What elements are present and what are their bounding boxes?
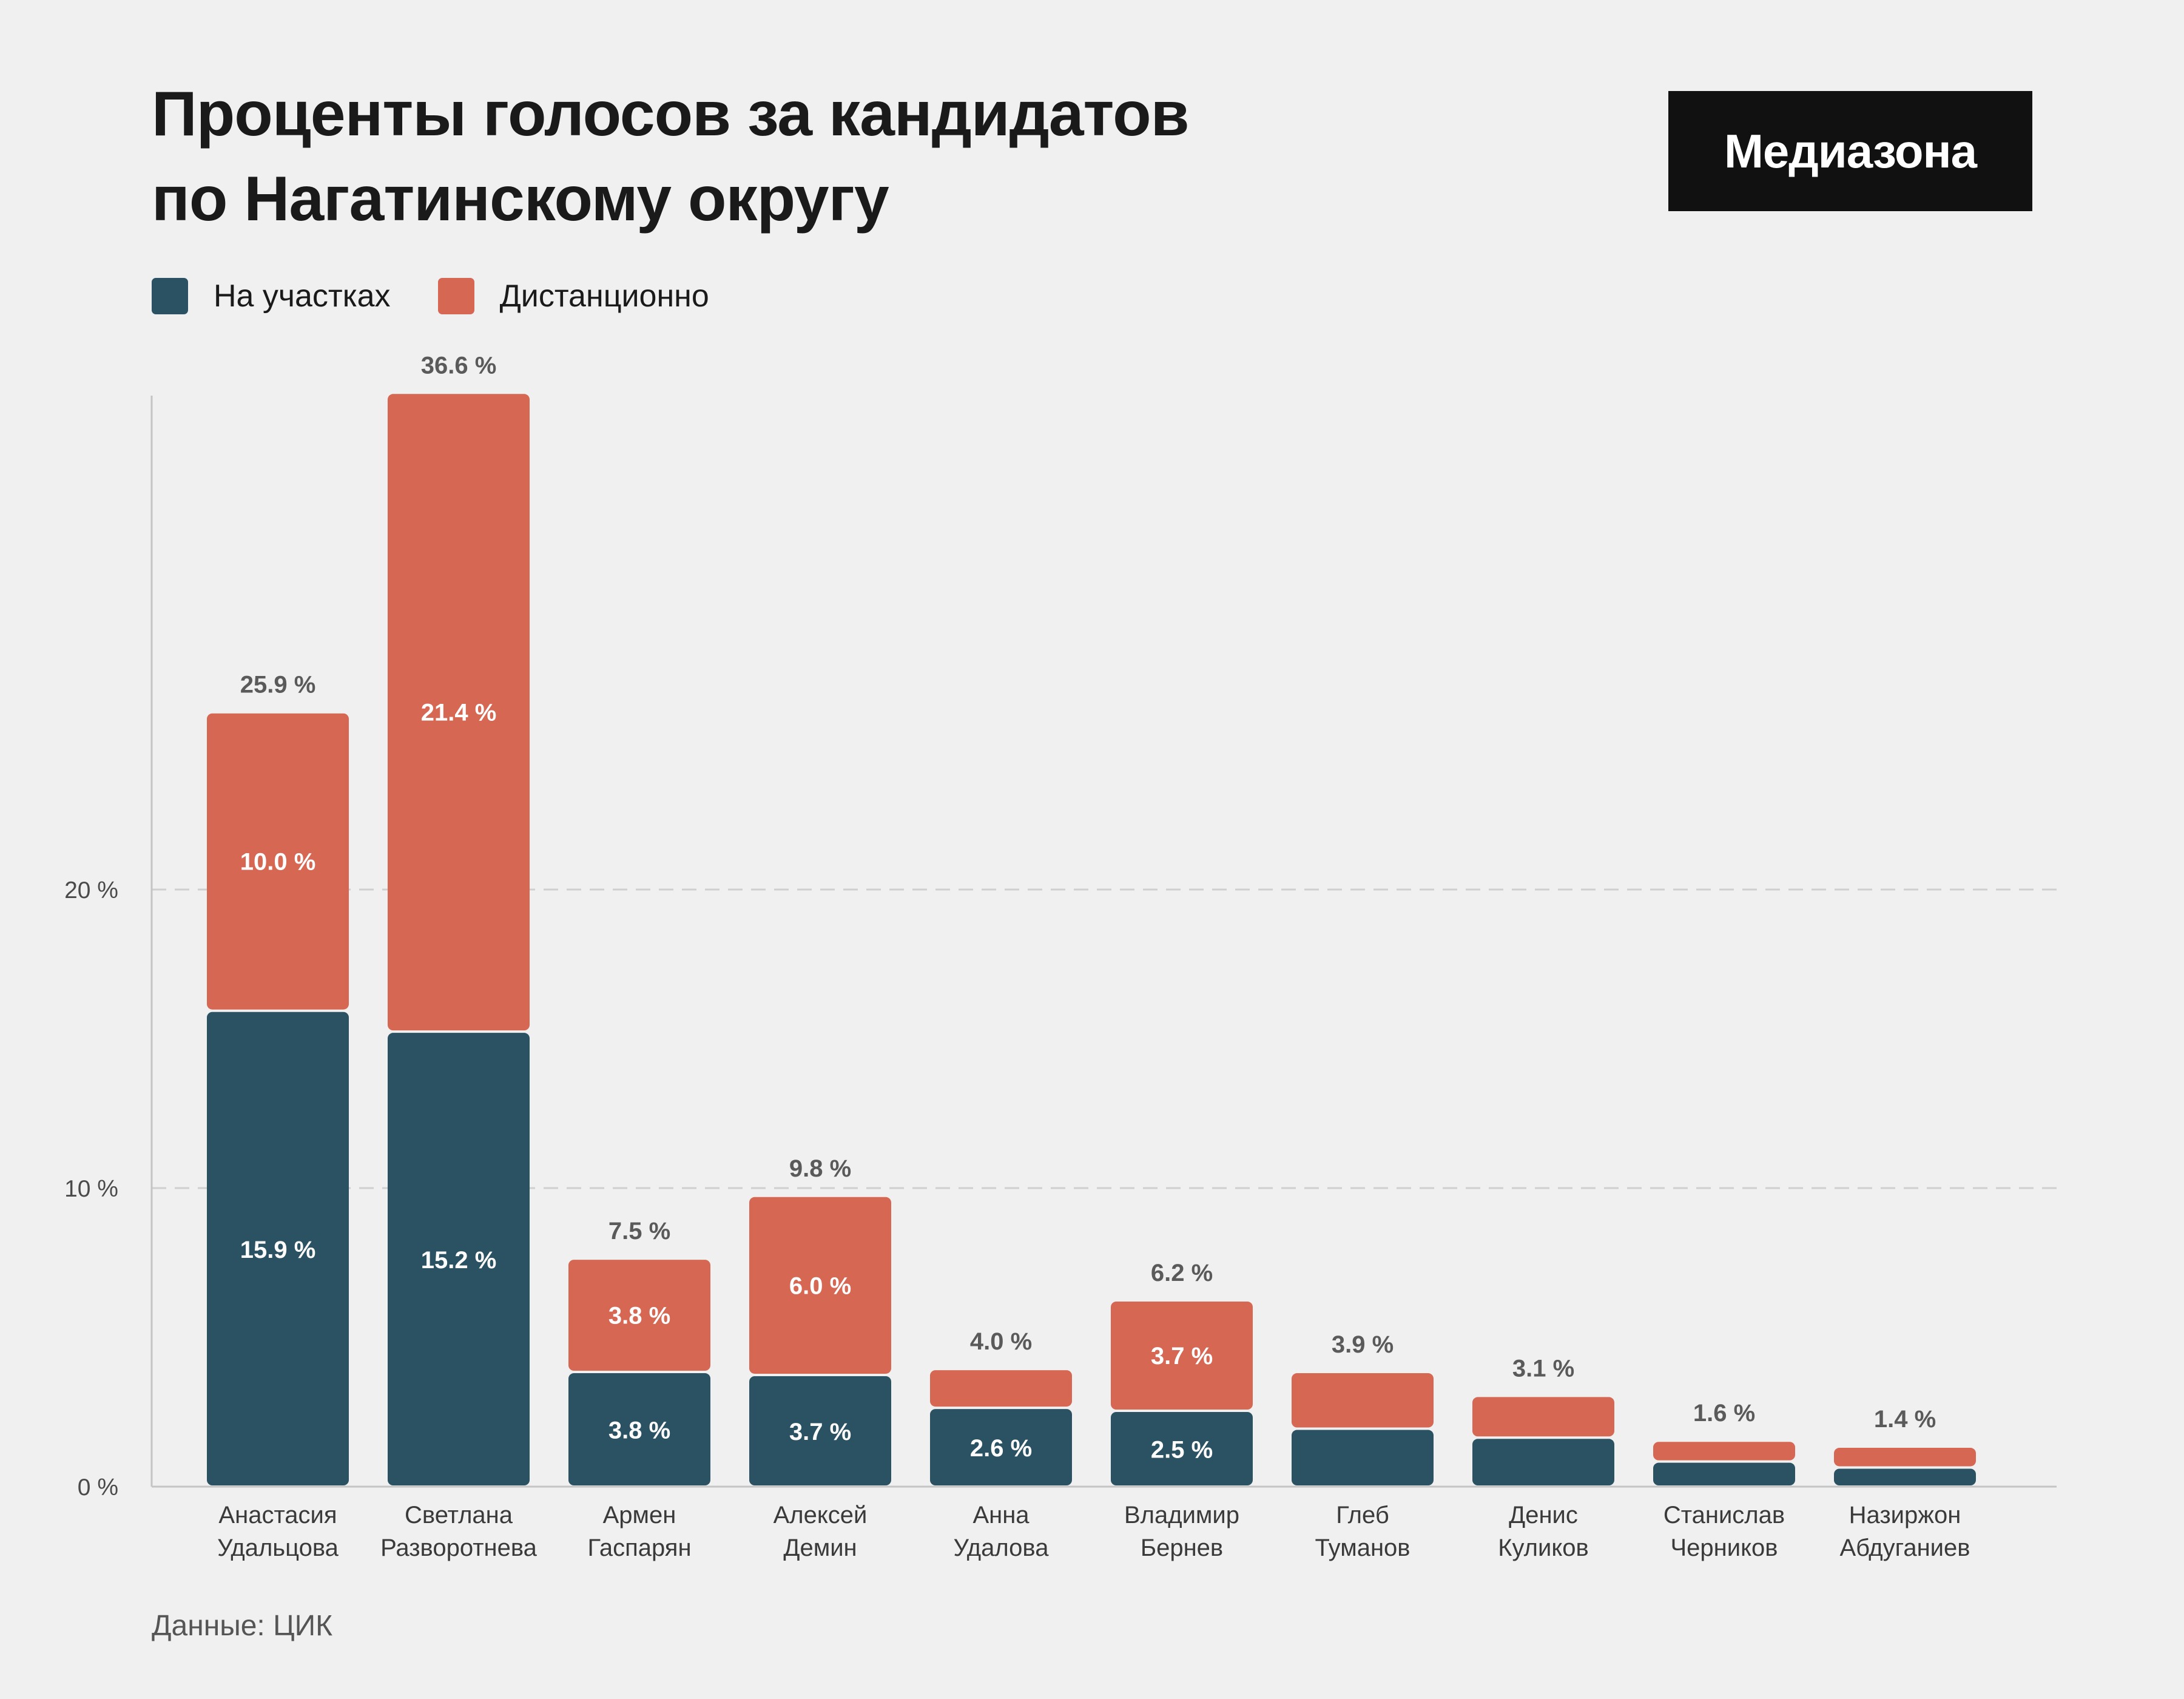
category-label-first-name: Глеб (1336, 1502, 1389, 1528)
data-source-note: Данные: ЦИК (152, 1610, 333, 1642)
bar-segment-remote (207, 713, 349, 1010)
category-label-first-name: Назиржон (1849, 1502, 1961, 1528)
mediazona-logo: Медиазона (1668, 91, 2032, 211)
bar-segment-remote (1292, 1373, 1434, 1428)
legend-swatch-on-site (152, 278, 188, 314)
bar-segment-remote (1472, 1397, 1614, 1437)
category-label-last-name: Куликов (1498, 1535, 1589, 1561)
category-label-first-name: Армен (603, 1502, 676, 1528)
bar-label-remote: 10.0 % (240, 849, 316, 876)
chart-title: Проценты голосов за кандидатов по Нагати… (152, 72, 1547, 242)
y-tick-label: 0 % (78, 1474, 118, 1501)
bar-total-label: 3.1 % (1512, 1355, 1574, 1382)
bar-segment-remote (1653, 1442, 1795, 1461)
bar-segment-remote (930, 1370, 1072, 1407)
bar-label-remote: 3.8 % (608, 1303, 670, 1329)
category-label-last-name: Черников (1670, 1535, 1778, 1561)
category-label-first-name: Анастасия (218, 1502, 337, 1528)
bar-total-label: 36.6 % (421, 352, 497, 379)
bar-segment-on-site (1653, 1462, 1795, 1485)
bar-total-label: 6.2 % (1151, 1260, 1213, 1286)
bar-label-on-site: 15.2 % (421, 1247, 497, 1274)
bar-total-label: 4.0 % (970, 1328, 1032, 1355)
bar-segment-on-site (749, 1376, 891, 1485)
bar-total-label: 9.8 % (789, 1155, 851, 1182)
category-label-first-name: Станислав (1663, 1502, 1785, 1528)
bar-segment-on-site (1111, 1412, 1253, 1485)
bar-segment-on-site (568, 1373, 710, 1485)
legend-label-remote: Дистанционно (499, 279, 709, 314)
bar-label-on-site: 2.5 % (1151, 1437, 1213, 1464)
bar-segment-remote (749, 1197, 891, 1374)
bar-label-on-site: 2.6 % (970, 1435, 1032, 1462)
legend-label-on-site: На участках (214, 279, 391, 314)
category-label-last-name: Бернев (1141, 1535, 1223, 1561)
category-label-last-name: Абдуганиев (1839, 1535, 1970, 1561)
bar-segment-on-site (388, 1033, 530, 1485)
y-tick-label: 10 % (64, 1176, 118, 1202)
bar-label-remote: 3.7 % (1151, 1343, 1213, 1370)
category-label-first-name: Анна (972, 1502, 1030, 1528)
bar-segment-on-site (207, 1012, 349, 1485)
category-label-last-name: Удальцова (217, 1535, 339, 1561)
category-label-first-name: Алексей (774, 1502, 868, 1528)
bar-segment-remote (1834, 1448, 1976, 1467)
bar-total-label: 1.6 % (1693, 1400, 1755, 1427)
category-label-last-name: Демин (783, 1535, 857, 1561)
bar-label-on-site: 15.9 % (240, 1237, 316, 1263)
bar-segment-remote (568, 1260, 710, 1371)
bar-total-label: 7.5 % (608, 1218, 670, 1245)
category-label-first-name: Светлана (405, 1502, 513, 1528)
bar-label-remote: 21.4 % (421, 700, 497, 726)
y-tick-label: 20 % (64, 877, 118, 904)
bar-segment-remote (1111, 1301, 1253, 1410)
legend-item-on-site: На участках (152, 278, 391, 314)
bar-segment-on-site (1292, 1430, 1434, 1485)
bar-label-remote: 6.0 % (789, 1272, 851, 1299)
chart-title-line-1: Проценты голосов за кандидатов (152, 79, 1190, 149)
chart-title-line-2: по Нагатинскому округу (152, 164, 889, 234)
category-label-last-name: Туманов (1315, 1535, 1410, 1561)
category-label-last-name: Разворотнева (380, 1535, 538, 1561)
legend-swatch-remote (437, 278, 474, 314)
category-label-first-name: Владимир (1124, 1502, 1239, 1528)
category-label-first-name: Денис (1509, 1502, 1578, 1528)
category-label-last-name: Удалова (954, 1535, 1050, 1561)
bar-segment-on-site (1834, 1468, 1976, 1485)
bar-total-label: 25.9 % (240, 672, 316, 698)
bar-total-label: 1.4 % (1874, 1406, 1936, 1433)
chart-legend: На участках Дистанционно (152, 278, 757, 314)
bar-segment-remote (388, 394, 530, 1031)
category-label-last-name: Гаспарян (587, 1535, 691, 1561)
bar-label-on-site: 3.7 % (789, 1419, 851, 1445)
bar-segment-on-site (1472, 1439, 1614, 1485)
bar-total-label: 3.9 % (1332, 1331, 1394, 1358)
bar-label-on-site: 3.8 % (608, 1417, 670, 1444)
bar-segment-on-site (930, 1409, 1072, 1485)
legend-item-remote: Дистанционно (437, 278, 709, 314)
